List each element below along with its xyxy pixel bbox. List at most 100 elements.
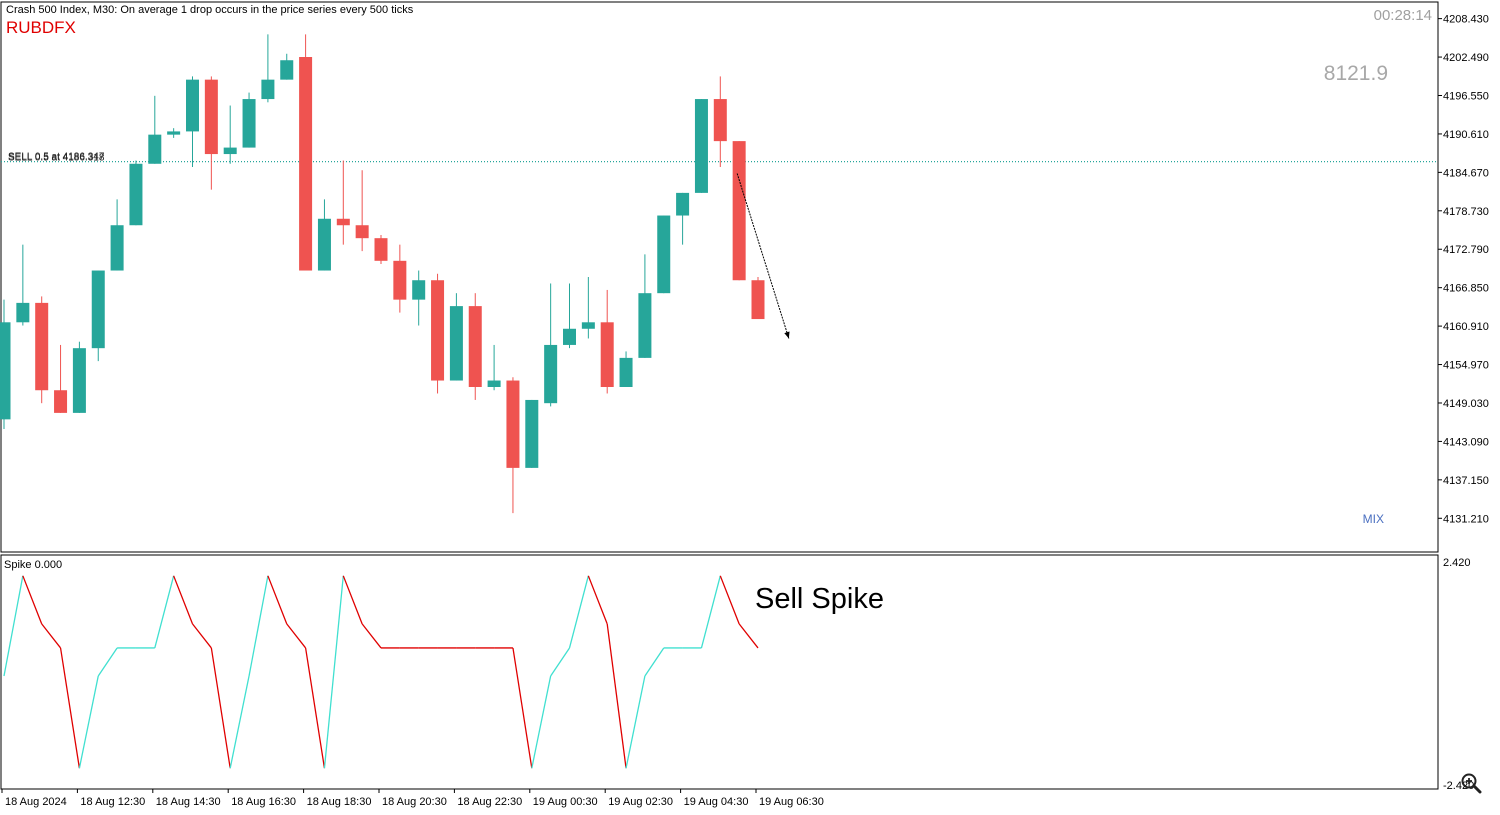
candle-body [638, 293, 652, 358]
indicator-segment [286, 623, 307, 649]
candles [0, 34, 765, 514]
candle [242, 92, 256, 148]
candle-body [129, 163, 143, 226]
indicator-segment [59, 647, 81, 769]
candle-body [600, 322, 614, 387]
arrow-head [784, 331, 790, 339]
candle [412, 270, 426, 326]
candle [355, 170, 369, 252]
indicator-segment [97, 647, 118, 677]
price-tick-label: 4131.210 [1443, 513, 1489, 525]
candle-body [242, 99, 256, 148]
candle-body [317, 218, 331, 271]
price-tick-label: 4208.430 [1443, 14, 1489, 26]
candle-body [110, 225, 124, 271]
countdown-timer: 00:28:14 [1374, 7, 1432, 24]
main-pane-border [0, 1, 1439, 553]
indicator-segment [531, 675, 552, 769]
candle-body [676, 192, 690, 216]
candle [563, 283, 576, 349]
candle [506, 377, 520, 514]
candle [694, 99, 708, 193]
candle [619, 351, 633, 387]
candle [657, 215, 671, 294]
chart-frame [0, 1, 1439, 790]
candle-body [431, 280, 445, 381]
candle-body [148, 134, 162, 164]
indicator-pane-border [0, 554, 1439, 790]
candle [223, 105, 237, 164]
candle-body [487, 380, 501, 387]
candle-body [713, 99, 727, 142]
candle [374, 234, 388, 265]
candle [16, 244, 30, 326]
time-tick-label: 18 Aug 2024 [5, 796, 67, 808]
candle [167, 128, 181, 138]
candle [0, 299, 11, 430]
candle-body [694, 99, 708, 193]
candle [204, 76, 218, 190]
candle-body [261, 79, 275, 100]
indicator-segment [568, 575, 589, 649]
candle-body [449, 306, 463, 381]
price-tick-label: 4190.610 [1443, 129, 1489, 141]
time-tick-label: 18 Aug 16:30 [231, 796, 296, 808]
candle [676, 192, 690, 245]
indicator-segment [304, 647, 326, 769]
indicator-segment [700, 575, 721, 649]
indicator-segment [78, 675, 99, 769]
candle [280, 53, 294, 80]
price-tick-label: 4166.850 [1443, 283, 1489, 295]
candle [449, 293, 463, 381]
candle-body [468, 306, 482, 387]
indicator-segment [719, 575, 740, 625]
indicator-min-label: -2.420 [1443, 780, 1474, 792]
candle-body [223, 147, 237, 155]
indicator-segment [173, 575, 194, 625]
candle-body [0, 322, 11, 420]
candle [431, 273, 445, 394]
candle [110, 199, 124, 271]
indicator-segment [210, 647, 231, 769]
candle-body [563, 328, 576, 345]
candle [336, 160, 350, 245]
chart-title: Crash 500 Index, M30: On average 1 drop … [6, 4, 414, 16]
indicator-segment [191, 623, 212, 649]
brand-label: RUBDFX [6, 18, 76, 37]
candle [544, 283, 558, 407]
candle [72, 341, 86, 413]
candle [487, 344, 501, 391]
indicator-segment [550, 647, 571, 677]
candle-body [374, 238, 388, 261]
indicator-segment [587, 575, 608, 625]
candle-body [732, 141, 746, 281]
axes: 4208.430 4202.490 4196.550 4190.610 4184.670… [1, 14, 1489, 808]
candle-body [167, 131, 181, 135]
candle-body [619, 357, 633, 387]
zoom-in-icon [1461, 773, 1482, 794]
candle-body [506, 380, 520, 468]
indicator-segment [512, 647, 533, 769]
candle [261, 34, 275, 103]
time-tick-label: 18 Aug 14:30 [156, 796, 221, 808]
price-tick-label: 4184.670 [1443, 167, 1489, 179]
candle-body [355, 225, 369, 239]
drawn-arrow [736, 173, 790, 339]
indicator-segment [323, 575, 344, 769]
time-tick-label: 18 Aug 12:30 [80, 796, 145, 808]
indicator-segment [267, 575, 288, 625]
indicator-segment [625, 675, 646, 769]
candle-body [657, 215, 671, 294]
candle [35, 296, 49, 404]
mix-label: MIX [1363, 512, 1384, 526]
trade-line-label: SELL 0.5 at 4186.318 [8, 153, 105, 164]
candle [393, 244, 407, 313]
candle-body [581, 322, 595, 329]
time-tick-label: 18 Aug 20:30 [382, 796, 447, 808]
price-tick-label: 4178.730 [1443, 206, 1489, 218]
zoom-button[interactable] [1458, 770, 1484, 796]
candle [732, 141, 746, 281]
